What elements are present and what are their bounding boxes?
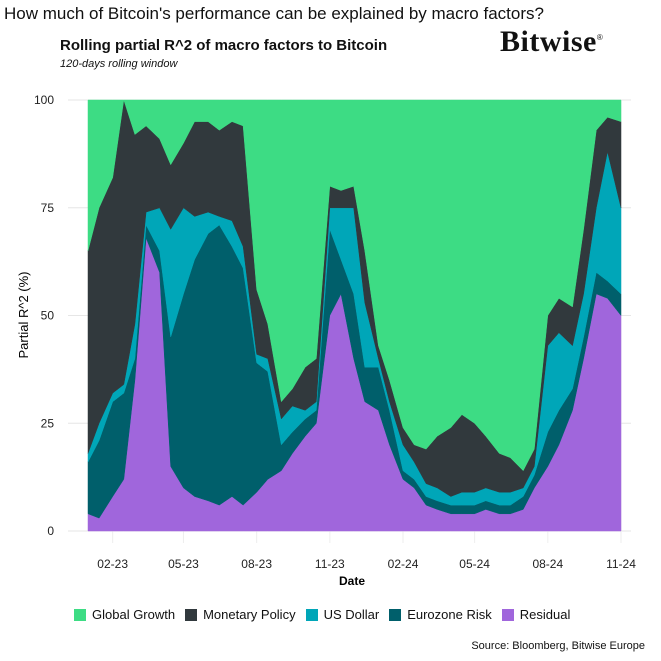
y-tick-label: 100 xyxy=(34,93,54,107)
chart-legend: Global Growth Monetary Policy US Dollar Eur… xyxy=(74,607,570,622)
legend-item: US Dollar xyxy=(305,607,380,622)
x-axis-ticks: 02-23 05-23 08-23 11-23 02-24 05-24 08-24 11-24 xyxy=(97,557,636,571)
x-axis-label: Date xyxy=(339,574,365,588)
source-note: Source: Bloomberg, Bitwise Europe xyxy=(471,640,645,652)
legend-swatch xyxy=(74,608,86,621)
chart-subtitle: 120-days rolling window xyxy=(60,58,178,70)
area-layers xyxy=(87,99,622,532)
chart-title: Rolling partial R^2 of macro factors to … xyxy=(60,37,388,54)
legend-label: Eurozone Risk xyxy=(407,607,492,622)
x-tick-label: 11-23 xyxy=(315,557,345,571)
y-axis-label: Partial R^2 (%) xyxy=(16,271,31,358)
x-tick-label: 05-24 xyxy=(459,557,490,571)
y-axis-ticks: 0 25 50 75 100 xyxy=(34,93,54,538)
legend-label: US Dollar xyxy=(323,607,380,622)
x-tick-label: 05-23 xyxy=(168,557,199,571)
x-tick-label: 08-24 xyxy=(532,557,563,571)
y-tick-label: 25 xyxy=(41,416,55,430)
x-tick-label: 02-24 xyxy=(388,557,419,571)
x-tick-label: 02-23 xyxy=(97,557,128,571)
brand-logo: Bitwise® xyxy=(500,25,603,59)
y-tick-label: 50 xyxy=(41,309,55,323)
y-tick-label: 75 xyxy=(41,201,55,215)
legend-item: Residual xyxy=(501,607,571,622)
legend-swatch xyxy=(389,608,402,621)
x-tick-label: 11-24 xyxy=(606,557,636,571)
legend-label: Global Growth xyxy=(92,607,176,622)
legend-item: Eurozone Risk xyxy=(389,607,492,622)
legend-swatch xyxy=(185,608,198,621)
x-tick-label: 08-23 xyxy=(241,557,272,571)
legend-label: Residual xyxy=(519,607,571,622)
area-global-growth xyxy=(87,99,622,471)
legend-swatch xyxy=(501,608,514,621)
page-question: How much of Bitcoin's performance can be… xyxy=(4,4,544,23)
brand-registered-mark: ® xyxy=(596,33,604,42)
legend-item: Monetary Policy xyxy=(185,607,296,622)
brand-name: Bitwise xyxy=(500,25,597,58)
legend-label: Monetary Policy xyxy=(203,607,296,622)
y-tick-label: 0 xyxy=(47,524,54,538)
legend-item: Global Growth xyxy=(74,607,175,622)
legend-swatch xyxy=(305,608,318,621)
